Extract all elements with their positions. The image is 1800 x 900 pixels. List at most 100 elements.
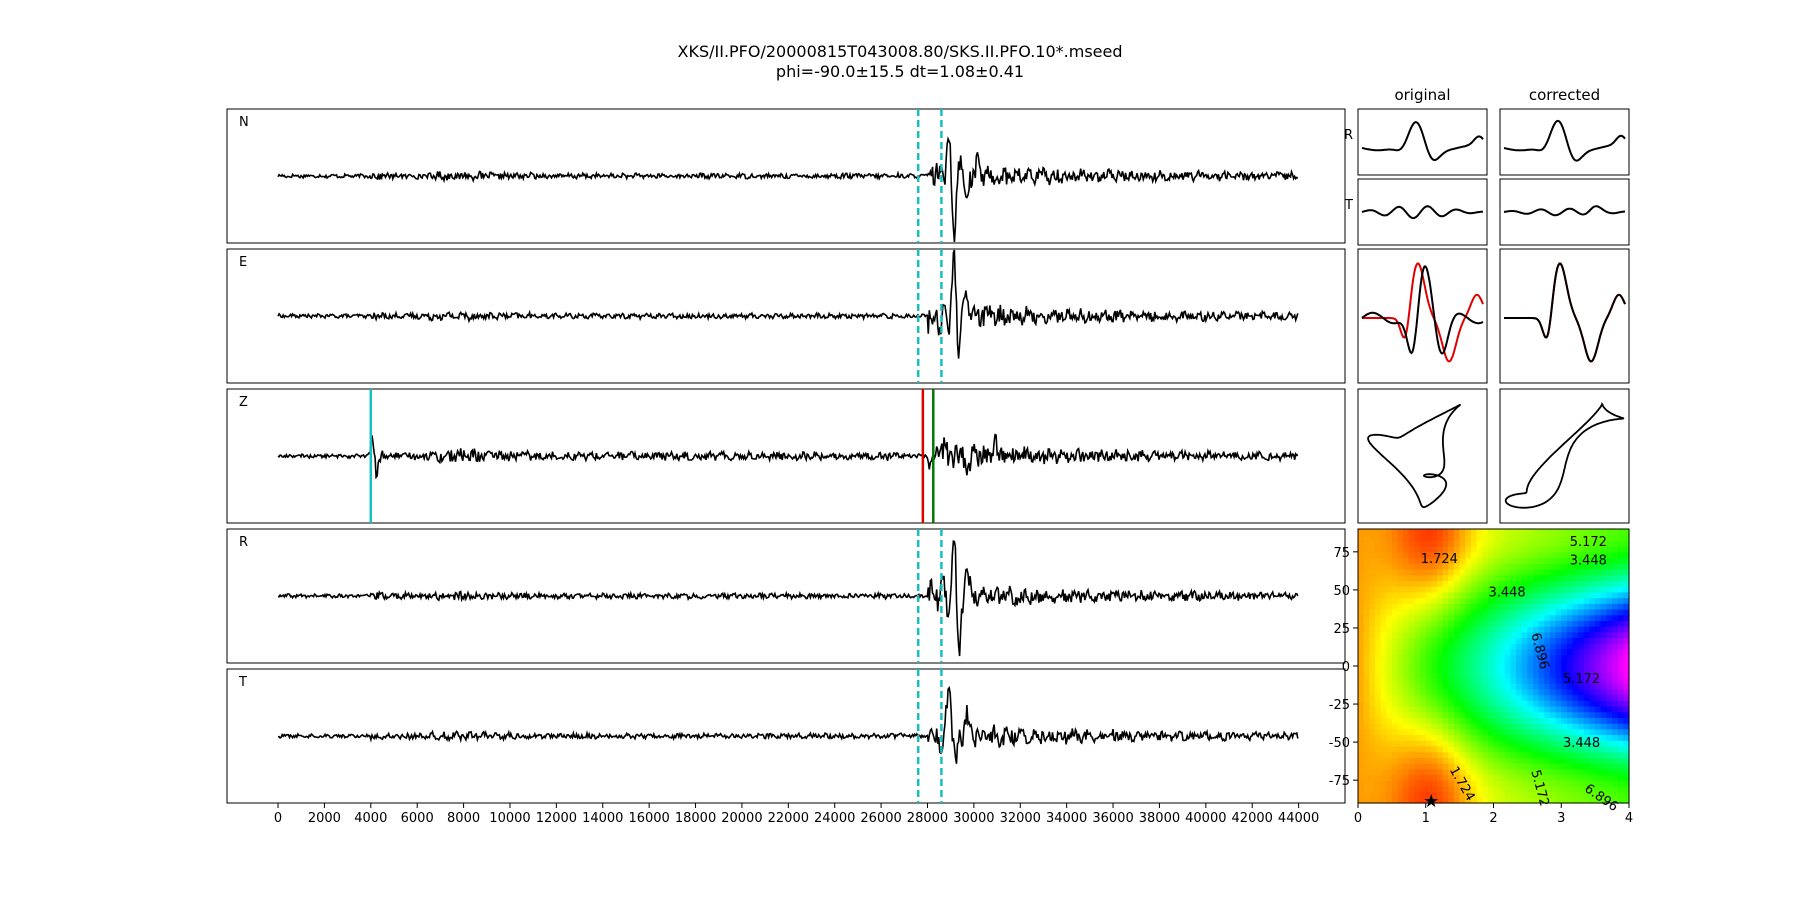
heatmap-cell <box>1504 757 1512 764</box>
heatmap-cell <box>1521 723 1528 730</box>
heatmap-cell <box>1391 768 1399 776</box>
row-label: T <box>1344 198 1353 213</box>
heatmap-cell <box>1555 671 1562 679</box>
x-tick-label: 20000 <box>721 811 762 826</box>
panel-frame <box>1357 248 1488 384</box>
heatmap-cell <box>1617 745 1624 753</box>
heatmap-cell <box>1538 717 1545 724</box>
heatmap-cell <box>1420 683 1427 690</box>
heatmap-cell <box>1623 529 1630 536</box>
heatmap-cell <box>1572 648 1579 656</box>
heatmap-cell <box>1561 745 1568 753</box>
heatmap-cell <box>1403 546 1410 553</box>
heatmap-cell <box>1600 780 1608 787</box>
heatmap-cell <box>1538 734 1545 741</box>
heatmap-cell <box>1606 643 1613 650</box>
heatmap-cell <box>1397 540 1404 547</box>
heatmap-cell <box>1487 745 1495 753</box>
heatmap-cell <box>1437 557 1444 564</box>
heatmap-cell <box>1408 723 1416 730</box>
heatmap-cell <box>1380 677 1387 684</box>
heatmap-cell <box>1510 683 1517 690</box>
heatmap-cell <box>1448 574 1455 581</box>
heatmap-cell <box>1600 751 1608 758</box>
heatmap-cell <box>1583 734 1591 741</box>
heatmap-cell <box>1544 780 1551 787</box>
heatmap-cell <box>1425 574 1432 581</box>
heatmap-cell <box>1589 660 1596 667</box>
heatmap-cell <box>1397 654 1404 661</box>
heatmap-cell <box>1425 591 1432 599</box>
heatmap-cell <box>1538 694 1545 701</box>
heatmap-cell <box>1369 551 1376 559</box>
heatmap-cell <box>1595 529 1602 536</box>
heatmap-cell <box>1431 705 1438 713</box>
heatmap-cell <box>1521 717 1528 724</box>
heatmap-cell <box>1420 751 1427 758</box>
heatmap-cell <box>1600 694 1608 701</box>
heatmap-cell <box>1374 717 1382 724</box>
heatmap-cell <box>1386 626 1393 633</box>
heatmap-cell <box>1363 637 1370 644</box>
heatmap-cell <box>1476 608 1483 616</box>
heatmap-cell <box>1408 768 1416 776</box>
heatmap-cell <box>1403 557 1410 564</box>
heatmap-cell <box>1499 568 1506 576</box>
heatmap-cell <box>1606 723 1613 730</box>
heatmap-cell <box>1533 666 1540 673</box>
heatmap-cell <box>1470 751 1478 758</box>
heatmap-cell <box>1442 774 1449 781</box>
heatmap-cell <box>1612 763 1619 770</box>
heatmap-cell <box>1600 643 1608 650</box>
heatmap-cell <box>1493 734 1500 741</box>
heatmap-cell <box>1561 717 1568 724</box>
heatmap-cell <box>1442 603 1449 610</box>
panel-frame <box>1499 178 1630 246</box>
heatmap-cell <box>1369 614 1376 621</box>
heatmap-cell <box>1408 626 1416 633</box>
heatmap-cell <box>1499 580 1506 587</box>
heatmap-cell <box>1448 546 1455 553</box>
heatmap-cell <box>1544 597 1551 604</box>
heatmap-cell <box>1482 671 1489 679</box>
heatmap-cell <box>1431 780 1438 787</box>
heatmap-cell <box>1572 626 1579 633</box>
heatmap-cell <box>1544 791 1551 798</box>
heatmap-cell <box>1425 546 1432 553</box>
heatmap-cell <box>1600 603 1608 610</box>
heatmap-cell <box>1374 666 1382 673</box>
heatmap-cell <box>1453 534 1461 542</box>
heatmap-cell <box>1538 568 1545 576</box>
heatmap-cell <box>1516 620 1523 627</box>
heatmap-cell <box>1403 700 1410 707</box>
heatmap-cell <box>1476 723 1483 730</box>
heatmap-cell <box>1397 740 1404 747</box>
heatmap-cell <box>1482 666 1489 673</box>
heatmap-cell <box>1561 551 1568 559</box>
heatmap-cell <box>1578 608 1585 616</box>
heatmap-cell <box>1538 648 1545 656</box>
heatmap-cell <box>1358 774 1365 781</box>
heatmap-cell <box>1391 626 1399 633</box>
heatmap-cell <box>1374 540 1382 547</box>
heatmap-cell <box>1583 626 1591 633</box>
heatmap-cell <box>1583 774 1591 781</box>
heatmap-cell <box>1572 568 1579 576</box>
heatmap-cell <box>1527 597 1534 604</box>
heatmap-cell <box>1414 797 1421 804</box>
heatmap-cell <box>1544 586 1551 593</box>
heatmap-cell <box>1403 763 1410 770</box>
heatmap-cell <box>1493 648 1500 656</box>
heatmap-cell <box>1555 751 1562 758</box>
heatmap-cell <box>1386 551 1393 559</box>
heatmap-cell <box>1391 694 1399 701</box>
heatmap-cell <box>1516 654 1523 661</box>
heatmap-cell <box>1465 614 1472 621</box>
heatmap-cell <box>1566 648 1574 656</box>
heatmap-cell <box>1403 637 1410 644</box>
heatmap-cell <box>1408 717 1416 724</box>
heatmap-cell <box>1476 551 1483 559</box>
heatmap-cell <box>1561 660 1568 667</box>
heatmap-cell <box>1482 711 1489 718</box>
heatmap-cell <box>1442 711 1449 718</box>
